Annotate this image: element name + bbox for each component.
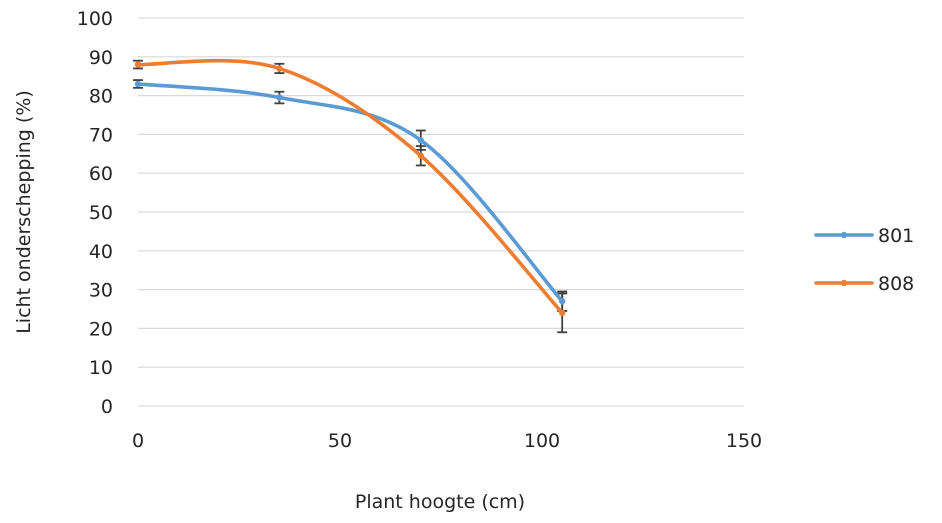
legend-label-808: 808 <box>878 273 914 295</box>
legend-marker-801 <box>840 231 848 239</box>
y-tick-label-60: 60 <box>89 163 113 185</box>
legend: 801 808 <box>814 225 914 295</box>
legend-item-801: 801 <box>814 225 914 247</box>
data-point-808-3 <box>559 309 566 317</box>
y-tick-label-80: 80 <box>89 86 113 108</box>
y-tick-label-40: 40 <box>89 241 113 263</box>
x-axis-ticks: 0 50 100 150 <box>132 430 762 452</box>
x-tick-label-150: 150 <box>726 430 762 452</box>
y-axis-ticks: 0 10 20 30 40 50 60 70 80 90 100 <box>77 8 113 418</box>
x-tick-label-100: 100 <box>524 430 560 452</box>
y-tick-label-90: 90 <box>89 47 113 69</box>
data-point-808-0 <box>134 61 142 68</box>
data-point-808-2 <box>417 152 424 159</box>
series-line-801 <box>136 82 564 304</box>
gridlines <box>138 17 744 407</box>
y-tick-label-20: 20 <box>89 318 113 340</box>
legend-marker-808 <box>840 279 848 287</box>
data-point-801-1 <box>276 94 283 101</box>
y-tick-label-50: 50 <box>89 202 113 224</box>
y-tick-label-0: 0 <box>101 396 113 418</box>
x-axis-title: Plant hoogte (cm) <box>355 491 525 513</box>
y-tick-label-70: 70 <box>89 124 113 146</box>
y-tick-label-30: 30 <box>89 280 113 302</box>
data-point-801-0 <box>134 80 142 88</box>
series-lines <box>134 58 566 317</box>
x-tick-label-0: 0 <box>132 430 144 452</box>
legend-label-801: 801 <box>878 225 914 247</box>
y-tick-label-100: 100 <box>77 8 113 30</box>
data-point-801-3 <box>559 298 566 305</box>
series-line-808 <box>136 58 564 315</box>
x-tick-label-50: 50 <box>328 430 352 452</box>
legend-item-808: 808 <box>814 273 914 295</box>
data-point-808-1 <box>276 65 283 72</box>
y-axis-title: Licht onderschepping (%) <box>13 90 35 334</box>
y-tick-label-10: 10 <box>89 357 113 379</box>
data-point-801-2 <box>417 137 424 144</box>
